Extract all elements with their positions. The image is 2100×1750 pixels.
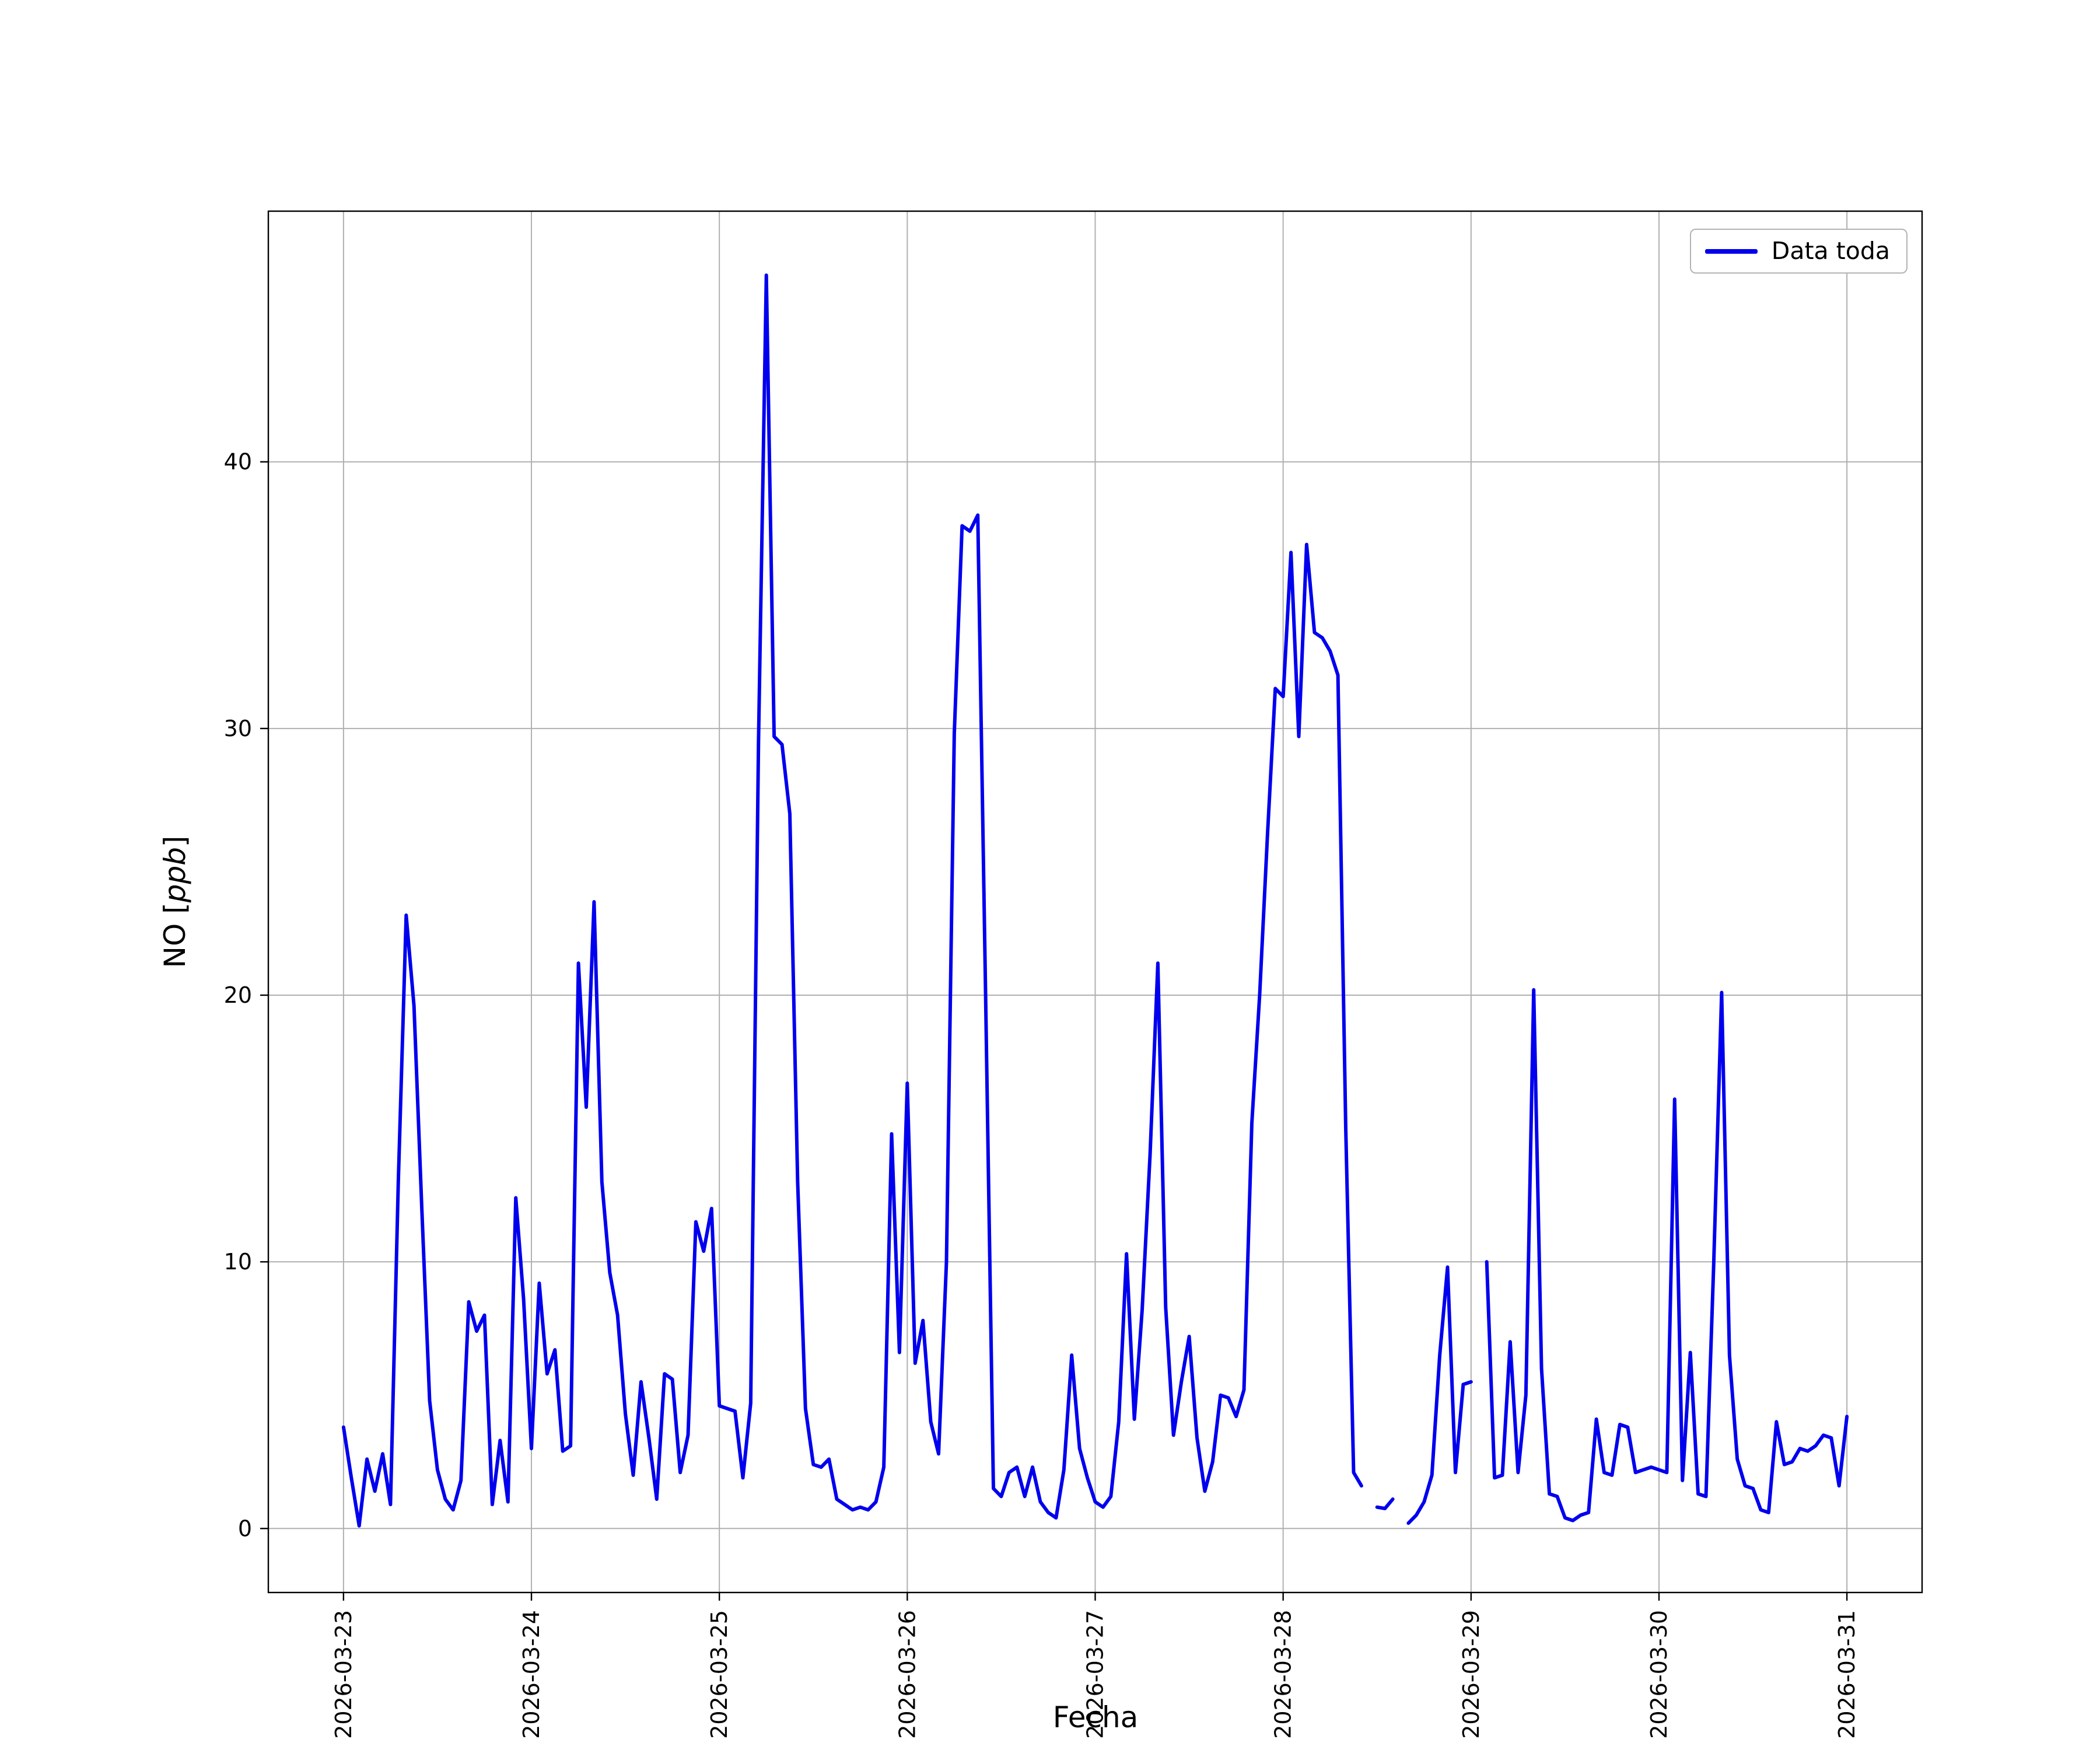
legend-line-sample-icon xyxy=(1704,249,1758,254)
legend-label: Data toda xyxy=(1771,237,1890,265)
x-tick-label: 2026-03-26 xyxy=(894,1610,920,1739)
x-tick-label: 2026-03-27 xyxy=(1083,1610,1108,1739)
x-tick-label: 2026-03-23 xyxy=(331,1610,356,1739)
y-tick-label: 30 xyxy=(224,716,252,741)
x-tick-label: 2026-03-31 xyxy=(1834,1610,1860,1739)
y-axis-label-unit: ppb xyxy=(158,847,192,903)
y-axis-label-suffix: ] xyxy=(158,835,192,848)
data-series-line xyxy=(341,273,1849,1528)
x-axis-label: Fecha xyxy=(1052,1700,1139,1734)
y-tick-label: 10 xyxy=(224,1249,252,1275)
x-tick-label: 2026-03-29 xyxy=(1458,1610,1484,1739)
x-tick-label: 2026-03-24 xyxy=(519,1610,544,1739)
x-tick-label: 2026-03-28 xyxy=(1270,1610,1296,1739)
y-tick-label: 20 xyxy=(224,982,252,1008)
y-axis-label-prefix: NO [ xyxy=(158,902,192,968)
y-axis-label: NO [ppb] xyxy=(158,836,192,968)
legend: Data toda xyxy=(1689,229,1908,274)
x-tick-label: 2026-03-30 xyxy=(1646,1610,1672,1739)
y-tick-label: 0 xyxy=(238,1516,252,1541)
y-tick-label: 40 xyxy=(224,449,252,475)
x-tick-label: 2026-03-25 xyxy=(706,1610,732,1739)
